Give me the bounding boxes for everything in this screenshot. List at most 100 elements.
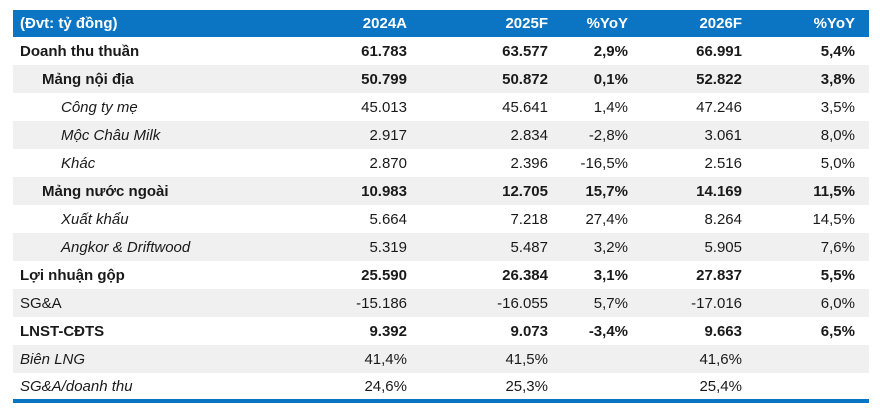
cell-value: -15.186 xyxy=(356,294,407,312)
row-label: Doanh thu thuần xyxy=(20,42,140,60)
cell-value xyxy=(756,345,869,373)
cell-value: -17.016 xyxy=(691,294,742,312)
row-label: Xuất khẩu xyxy=(61,210,129,228)
table-container: (Đvt: tỷ đồng) 2024A 2025F %YoY 2026F %Y… xyxy=(13,10,869,403)
table-row: Mảng nước ngoài 10.983 12.705 15,7% 14.169 11… xyxy=(13,177,869,205)
cell-value: 25,3% xyxy=(505,377,548,395)
column-header-yoy-1: %YoY xyxy=(562,10,642,37)
cell-value: 3,8% xyxy=(820,70,855,88)
cell-value: 5.905 xyxy=(704,238,742,256)
cell-value: 1,4% xyxy=(593,98,628,116)
cell-value: 11,5% xyxy=(813,182,855,200)
cell-value: 7.218 xyxy=(510,210,548,228)
cell-value: 5.487 xyxy=(510,238,548,256)
cell-value xyxy=(562,345,642,373)
cell-value: 14,5% xyxy=(812,210,855,228)
table-row: Xuất khẩu 5.664 7.218 27,4% 8.264 14,5% xyxy=(13,205,869,233)
cell-value: 26.384 xyxy=(502,266,548,284)
row-label: Angkor & Driftwood xyxy=(61,238,191,256)
cell-value: 41,6% xyxy=(699,350,742,368)
table-row: Khác 2.870 2.396 -16,5% 2.516 5,0% xyxy=(13,149,869,177)
cell-value: 2.516 xyxy=(704,154,742,172)
cell-value: 3,1% xyxy=(593,266,628,284)
cell-value: 2.917 xyxy=(369,126,407,144)
table-row: SG&A -15.186 -16.055 5,7% -17.016 6,0% xyxy=(13,289,869,317)
row-label: Khác xyxy=(61,154,96,172)
cell-value: 2,9% xyxy=(593,42,628,60)
row-label: LNST-CĐTS xyxy=(20,322,105,340)
cell-value: 0,1% xyxy=(593,70,628,88)
cell-value: 3,2% xyxy=(593,238,628,256)
cell-value: 3,5% xyxy=(820,98,855,116)
cell-value: 10.983 xyxy=(361,182,407,200)
row-label: Mảng nội địa xyxy=(42,70,134,88)
cell-value xyxy=(562,373,642,401)
cell-value: 2.834 xyxy=(510,126,548,144)
cell-value: 8,0% xyxy=(820,126,855,144)
cell-value: 41,5% xyxy=(505,350,548,368)
table-row: Lợi nhuận gộp 25.590 26.384 3,1% 27.837 5,5% xyxy=(13,261,869,289)
cell-value: 52.822 xyxy=(696,70,742,88)
cell-value: 5,7% xyxy=(593,294,628,312)
cell-value: 5,4% xyxy=(820,42,855,60)
cell-value: 45.641 xyxy=(502,98,548,116)
row-label: Mộc Châu Milk xyxy=(61,126,161,144)
column-header-yoy-2: %YoY xyxy=(756,10,869,37)
table-body: Doanh thu thuần 61.783 63.577 2,9% 66.991 5,4… xyxy=(13,37,869,401)
table-row: Mộc Châu Milk 2.917 2.834 -2,8% 3.061 8,0% xyxy=(13,121,869,149)
row-label: SG&A xyxy=(20,294,62,312)
table-row: Angkor & Driftwood 5.319 5.487 3,2% 5.905 7,6… xyxy=(13,233,869,261)
table-row: Doanh thu thuần 61.783 63.577 2,9% 66.991 5,4… xyxy=(13,37,869,65)
table-header: (Đvt: tỷ đồng) 2024A 2025F %YoY 2026F %Y… xyxy=(13,10,869,37)
cell-value: 25,4% xyxy=(699,377,742,395)
cell-value: 5,0% xyxy=(820,154,855,172)
cell-value: 25.590 xyxy=(361,266,407,284)
column-header-2026f: 2026F xyxy=(642,10,756,37)
cell-value: 5.664 xyxy=(369,210,407,228)
cell-value: 9.663 xyxy=(704,322,742,340)
row-label: Lợi nhuận gộp xyxy=(20,266,125,284)
cell-value: 12.705 xyxy=(502,182,548,200)
cell-value: 8.264 xyxy=(704,210,742,228)
cell-value: 5,5% xyxy=(820,266,855,284)
column-header-2025f: 2025F xyxy=(421,10,562,37)
cell-value: 41,4% xyxy=(364,350,407,368)
cell-value: 50.872 xyxy=(502,70,548,88)
row-label: Công ty mẹ xyxy=(61,98,138,116)
cell-value: 15,7% xyxy=(585,182,628,200)
cell-value: 3.061 xyxy=(704,126,742,144)
cell-value: -3,4% xyxy=(588,322,628,340)
financial-forecast-table: (Đvt: tỷ đồng) 2024A 2025F %YoY 2026F %Y… xyxy=(13,10,869,403)
cell-value: 6,5% xyxy=(820,322,855,340)
cell-value: -2,8% xyxy=(588,126,628,144)
table-row: LNST-CĐTS 9.392 9.073 -3,4% 9.663 6,5% xyxy=(13,317,869,345)
cell-value: 66.991 xyxy=(696,42,742,60)
cell-value: 47.246 xyxy=(696,98,742,116)
cell-value: 9.392 xyxy=(369,322,407,340)
cell-value: 6,0% xyxy=(820,294,855,312)
row-label: Biên LNG xyxy=(20,350,86,368)
cell-value: 61.783 xyxy=(361,42,407,60)
table-row: SG&A/doanh thu 24,6% 25,3% 25,4% xyxy=(13,373,869,401)
cell-value: 24,6% xyxy=(364,377,407,395)
cell-value: 5.319 xyxy=(369,238,407,256)
unit-label-header: (Đvt: tỷ đồng) xyxy=(13,10,253,37)
cell-value: -16,5% xyxy=(580,154,628,172)
header-row: (Đvt: tỷ đồng) 2024A 2025F %YoY 2026F %Y… xyxy=(13,10,869,37)
cell-value: 7,6% xyxy=(820,238,855,256)
cell-value xyxy=(756,373,869,401)
row-label: SG&A/doanh thu xyxy=(20,377,133,395)
cell-value: 27,4% xyxy=(585,210,628,228)
cell-value: 63.577 xyxy=(502,42,548,60)
cell-value: 9.073 xyxy=(510,322,548,340)
cell-value: 27.837 xyxy=(696,266,742,284)
table-row: Mảng nội địa 50.799 50.872 0,1% 52.822 3,8% xyxy=(13,65,869,93)
cell-value: 2.396 xyxy=(510,154,548,172)
column-header-2024a: 2024A xyxy=(253,10,421,37)
table-row: Biên LNG 41,4% 41,5% 41,6% xyxy=(13,345,869,373)
cell-value: -16.055 xyxy=(497,294,548,312)
table-row: Công ty mẹ 45.013 45.641 1,4% 47.246 3,5% xyxy=(13,93,869,121)
cell-value: 45.013 xyxy=(361,98,407,116)
row-label: Mảng nước ngoài xyxy=(42,182,169,200)
